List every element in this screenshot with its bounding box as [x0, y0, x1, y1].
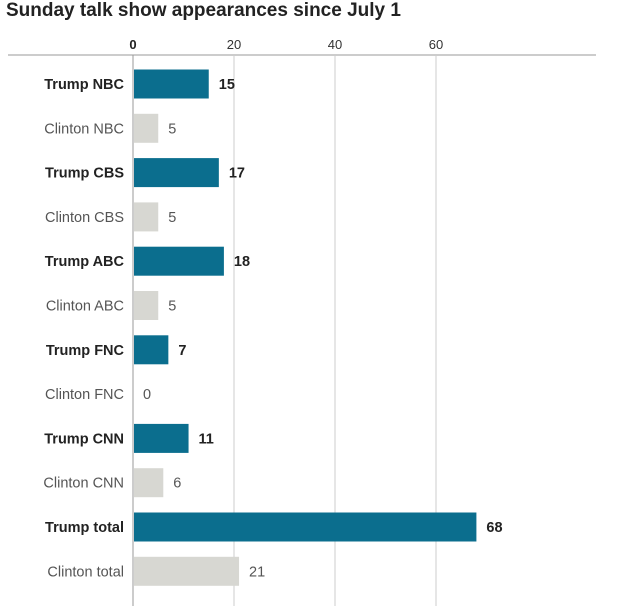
chart-title: Sunday talk show appearances since July … — [6, 0, 401, 21]
category-label: Trump ABC — [45, 254, 125, 270]
bar — [134, 291, 159, 320]
bar — [134, 512, 477, 542]
x-tick-label: 20 — [227, 37, 241, 52]
category-label: Trump total — [45, 520, 124, 536]
bar — [134, 556, 240, 586]
data-label: 15 — [219, 77, 235, 93]
category-label: Clinton CNN — [43, 476, 124, 492]
data-label: 11 — [199, 431, 214, 447]
data-label: 18 — [234, 254, 250, 270]
category-label: Clinton ABC — [46, 299, 124, 315]
x-tick-label: 40 — [328, 37, 342, 52]
category-label: Trump NBC — [44, 77, 124, 93]
bar — [134, 335, 169, 365]
category-label: Trump CNN — [44, 431, 124, 447]
x-tick-label: 60 — [429, 37, 443, 52]
bar — [134, 202, 159, 232]
data-label: 7 — [178, 343, 186, 359]
bar — [134, 69, 209, 99]
data-label: 5 — [168, 210, 176, 226]
category-label: Clinton total — [47, 564, 124, 580]
x-tick-label: 0 — [129, 37, 136, 52]
data-label: 21 — [249, 564, 265, 580]
category-label: Trump CBS — [45, 166, 124, 182]
data-label: 6 — [173, 476, 181, 492]
bar — [134, 423, 189, 453]
category-label: Clinton CBS — [45, 210, 124, 226]
category-label: Clinton NBC — [44, 121, 124, 137]
data-label: 5 — [168, 121, 176, 137]
data-label: 5 — [168, 299, 176, 315]
data-label: 68 — [486, 520, 502, 536]
bar — [134, 113, 159, 143]
bar — [134, 246, 224, 276]
data-label: 17 — [229, 166, 245, 182]
category-label: Trump FNC — [46, 343, 125, 359]
data-label: 0 — [143, 387, 151, 403]
bar — [134, 468, 164, 498]
bar — [134, 158, 219, 188]
category-label: Clinton FNC — [45, 387, 124, 403]
